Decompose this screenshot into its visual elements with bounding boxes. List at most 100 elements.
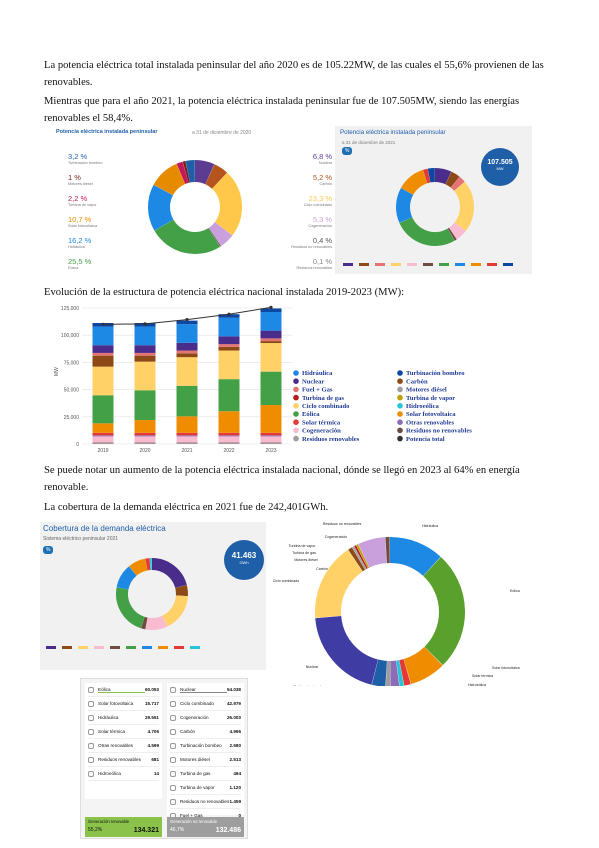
bar-segment — [134, 352, 156, 356]
row-icon — [88, 756, 94, 763]
table-row: Hidroeólica 14 — [88, 767, 159, 781]
row-name: Hidráulica — [98, 715, 119, 720]
bar-segment — [92, 355, 114, 367]
row-icon — [170, 770, 176, 777]
fig1-left-item: 2,2 % Turbina de vapor — [68, 194, 138, 212]
legend-label: Turbinación bombeo — [406, 370, 465, 377]
bar-segment — [134, 390, 156, 421]
y-tick-label: 100,000 — [61, 333, 79, 339]
fig4-legend-swatch — [142, 646, 152, 649]
fig2-total-badge: 107.505 MW — [481, 148, 519, 186]
row-icon — [170, 742, 176, 749]
bar-segment — [134, 326, 156, 346]
fig2-slice-4 — [448, 222, 466, 240]
fig5-slice-14 — [358, 537, 388, 568]
y-tick-label: 50,000 — [64, 388, 80, 394]
fig1-item-name: Cogeneración — [308, 224, 332, 228]
fig1-item-pct: 0,4 % — [312, 236, 332, 245]
fig1-item-name: Turbina de vapor — [68, 203, 97, 207]
row-value: 1.120 — [229, 785, 242, 790]
fig1-slice-0 — [194, 160, 215, 185]
table-row: Residuos no renovables 1.459 — [170, 795, 241, 809]
legend-label: Eólica — [302, 411, 320, 418]
row-name: Solar fotovoltaica — [98, 701, 134, 706]
fig4-slice-3 — [145, 615, 168, 630]
fig4-legend-swatch — [174, 646, 184, 649]
bar-segment — [260, 405, 282, 433]
fig1-left-item: 10,7 % Solar fotovoltaica — [68, 215, 138, 233]
row-value: 2.513 — [229, 757, 242, 762]
fig5-label: Hidroeólica — [468, 683, 486, 686]
legend-label: Solar térmica — [302, 419, 341, 426]
fig4-slice-4 — [141, 616, 148, 630]
fig4-slice-5 — [116, 587, 145, 629]
x-tick-label: 2022 — [223, 448, 234, 454]
fig5-slice-0 — [389, 537, 441, 577]
fig4-subtitle: Sistema eléctrico peninsular 2021 — [43, 536, 119, 542]
fig2-legend-swatch — [439, 263, 449, 266]
row-value: 4.706 — [147, 729, 160, 734]
bar-segment — [176, 324, 198, 343]
legend-marker — [397, 394, 403, 401]
fig1-item-name: Solar fotovoltaica — [68, 224, 98, 228]
row-value: 42.979 — [226, 701, 241, 706]
table-row: Hidráulica 29.551 — [88, 711, 159, 725]
row-name: Eólica — [98, 687, 145, 693]
bar-segment — [218, 344, 240, 347]
bar-segment — [218, 435, 240, 437]
fig1-item-pct: 5,2 % — [312, 173, 332, 182]
bar-segment — [134, 420, 156, 433]
legend-label: Carbón — [406, 378, 428, 385]
legend-label: Turbina de gas — [302, 395, 344, 402]
y-axis-label: MW — [54, 367, 60, 376]
fig5-slice-11 — [352, 546, 367, 570]
row-name: Fuel + Gas — [180, 813, 203, 818]
renewable-summary: Generación renovable 55,2% 134.321 — [85, 817, 162, 837]
fig5-slice-7 — [371, 659, 388, 686]
bar-segment — [176, 436, 198, 443]
fig5-slice-1 — [422, 556, 465, 666]
row-name: Hidroeólica — [98, 771, 121, 776]
bar-segment — [92, 432, 114, 436]
fig2-slice-6 — [399, 216, 455, 246]
bar-segment — [260, 312, 282, 331]
paragraph-2021: Mientras que para el año 2021, la potenc… — [44, 96, 520, 124]
fig5-slice-13 — [356, 544, 370, 569]
fig4-slice-7 — [129, 558, 148, 576]
fig1-subtitle: a 31 de diciembre de 2020 — [192, 130, 252, 136]
fig4-legend-swatch — [126, 646, 136, 649]
legend-marker — [397, 427, 403, 434]
bar-segment — [134, 432, 156, 436]
fig2-subtitle: a 31 de diciembre de 2021 — [342, 140, 396, 145]
fig4-legend — [46, 646, 256, 662]
legend-label: Residuos renovables — [302, 436, 360, 443]
bar-segment — [260, 436, 282, 443]
fig2-percent-badge[interactable]: % — [342, 147, 353, 155]
fig5-label: Nuclear — [306, 665, 319, 669]
fig5-label: Solar térmica — [472, 674, 493, 678]
row-name: Residuos renovables — [98, 757, 141, 762]
fig4-legend-swatch — [190, 646, 200, 649]
bar-segment — [218, 379, 240, 412]
fig2-slice-9 — [423, 168, 431, 184]
bar-segment — [218, 317, 240, 337]
legend-label: Hidroeólica — [406, 403, 440, 410]
row-value: 494 — [233, 771, 241, 776]
fig5-label: Solar fotovoltaica — [492, 666, 520, 670]
bar-segment — [176, 342, 198, 351]
row-value: 0 — [238, 813, 241, 818]
fig1-slice-6 — [148, 184, 174, 231]
table-row: Solar fotovoltaica 15.717 — [88, 697, 159, 711]
row-name: Motores diésel — [180, 757, 210, 762]
fig1-right-item: 6,8 % Nuclear — [284, 152, 332, 170]
legend-marker — [397, 386, 403, 393]
bar-segment — [260, 308, 282, 313]
fig1-left-item: 1 % Motores diésel — [68, 173, 138, 191]
bar-segment — [134, 436, 156, 443]
fig4-percent-badge[interactable]: % — [43, 546, 54, 554]
fig2-legend-swatch — [407, 263, 417, 266]
bar-segment — [92, 442, 114, 444]
bar-segment — [134, 361, 156, 391]
fig1-right-item: 5,3 % Cogeneración — [284, 215, 332, 233]
table-row: Residuos renovables 681 — [88, 753, 159, 767]
